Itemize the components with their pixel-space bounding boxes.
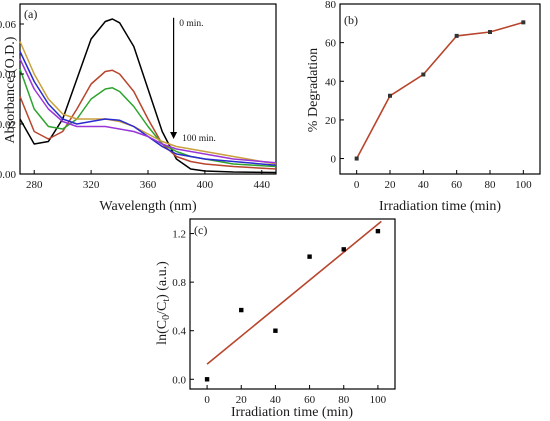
panel-c-y-tick-label: 0.0 — [172, 374, 186, 386]
panel-c-x-tick-label: 60 — [304, 394, 316, 406]
panel-b-data-point — [521, 20, 526, 25]
arrow-head — [170, 132, 178, 139]
panel-c-ticks: 0 20 40 60 80 100 0.0 0.4 0.8 1.2 — [172, 229, 386, 406]
panel-a-x-tick-label: 280 — [26, 179, 43, 191]
panel-c-data-point — [307, 254, 312, 259]
panel-b-x-axis-label: Irradiation time (min) — [379, 199, 501, 214]
panel-c-x-tick-label: 40 — [270, 394, 282, 406]
panel-c-x-tick-label: 100 — [370, 394, 387, 406]
panel-a-spectrum-line-3 — [19, 41, 277, 165]
panel-a-y-tick-label: 0.02 — [0, 119, 16, 131]
panel-b-series-group — [354, 20, 526, 161]
panel-a-y-axis-label: Absorbance (O.D.) — [3, 36, 18, 143]
panel-c-series-group — [204, 220, 382, 382]
panel-c-x-tick-label: 80 — [338, 394, 350, 406]
panel-c-kinetics: 0 20 40 60 80 100 0.0 0.4 0.8 1.2 (c) Irradiation… — [155, 218, 396, 420]
annotation-0-min: 0 min. — [179, 19, 203, 29]
panel-c-y-tick-label: 0.4 — [172, 326, 186, 338]
panel-c-label: (c) — [194, 223, 207, 237]
panel-b-x-tick-label: 0 — [354, 179, 360, 191]
panel-c-y-tick-label: 1.2 — [172, 229, 186, 241]
panel-a-series-group — [19, 18, 277, 174]
panel-b-label: (b) — [344, 13, 358, 27]
panel-b-data-point — [454, 33, 459, 38]
panel-c-x-axis-label: Irradiation time (min) — [231, 405, 353, 420]
panel-a-absorbance-spectra: 280 320 360 400 440 0.00 0.02 0.04 0.06 (a) 0 mi… — [0, 3, 277, 214]
panel-a-spectrum-line-5 — [19, 58, 277, 164]
panel-c-data-point — [375, 228, 381, 234]
panel-b-ticks: 0 20 40 60 80 100 0 20 40 60 80 — [325, 0, 532, 191]
panel-c-y-axis-label: ln(C0/Ct) (a.u.) — [155, 261, 172, 345]
panel-c-x-tick-label: 0 — [204, 394, 210, 406]
panel-b-data-point — [488, 30, 492, 35]
panel-b-degradation-line — [355, 21, 524, 159]
panel-b-y-tick-label: 80 — [325, 0, 337, 11]
panel-c-y-tick-label: 0.8 — [172, 277, 186, 289]
panel-b-y-tick-label: 60 — [325, 38, 337, 50]
panel-a-label: (a) — [24, 7, 37, 21]
panel-a-x-axis-label: Wavelength (nm) — [99, 199, 197, 214]
panel-a-spectrum-line-4 — [19, 51, 277, 167]
panel-a-spectrum-line-1 — [19, 69, 277, 170]
panel-a-x-tick-label: 360 — [140, 179, 157, 191]
panel-b-data-point — [354, 156, 359, 161]
panel-b-x-tick-label: 60 — [451, 179, 463, 191]
panel-b-x-tick-label: 80 — [485, 179, 497, 191]
panel-b-data-point — [421, 72, 426, 77]
panel-a-y-tick-label: 0.04 — [0, 69, 17, 81]
panel-c-plot-frame — [189, 218, 396, 390]
panel-b-degradation: 0 20 40 60 80 100 0 20 40 60 80 (b) Irradiation ti… — [306, 0, 541, 214]
panel-b-data-point — [388, 93, 392, 98]
annotation-100-min: 100 min. — [182, 134, 216, 144]
panel-a-x-tick-label: 320 — [83, 179, 100, 191]
panel-a-y-tick-label: 0.06 — [0, 19, 17, 31]
panel-b-plot-frame — [339, 3, 541, 175]
panel-b-y-tick-label: 40 — [325, 76, 337, 88]
panel-b-y-axis-label: % Degradation — [306, 48, 321, 132]
panel-b-x-tick-label: 20 — [385, 179, 397, 191]
panel-a-x-tick-label: 400 — [197, 179, 214, 191]
panel-a-y-tick-label: 0.00 — [0, 169, 17, 181]
panel-b-x-tick-label: 100 — [515, 179, 532, 191]
panel-a-x-tick-label: 440 — [254, 179, 271, 191]
panel-c-data-point — [239, 307, 244, 313]
panel-b-y-tick-label: 20 — [325, 115, 337, 127]
panel-a-spectrum-line-0 — [19, 18, 277, 174]
panel-a-time-arrow — [170, 17, 178, 139]
panel-b-x-tick-label: 40 — [418, 179, 430, 191]
panel-c-data-point — [273, 328, 278, 333]
panel-c-x-tick-label: 20 — [236, 394, 248, 406]
panel-c-data-point — [341, 247, 346, 252]
panel-b-y-tick-label: 0 — [331, 154, 337, 166]
panel-c-linear-fit-line — [206, 220, 382, 365]
panel-a-ticks: 280 320 360 400 440 0.00 0.02 0.04 0.06 — [0, 19, 271, 191]
panel-c-data-point — [204, 377, 210, 382]
